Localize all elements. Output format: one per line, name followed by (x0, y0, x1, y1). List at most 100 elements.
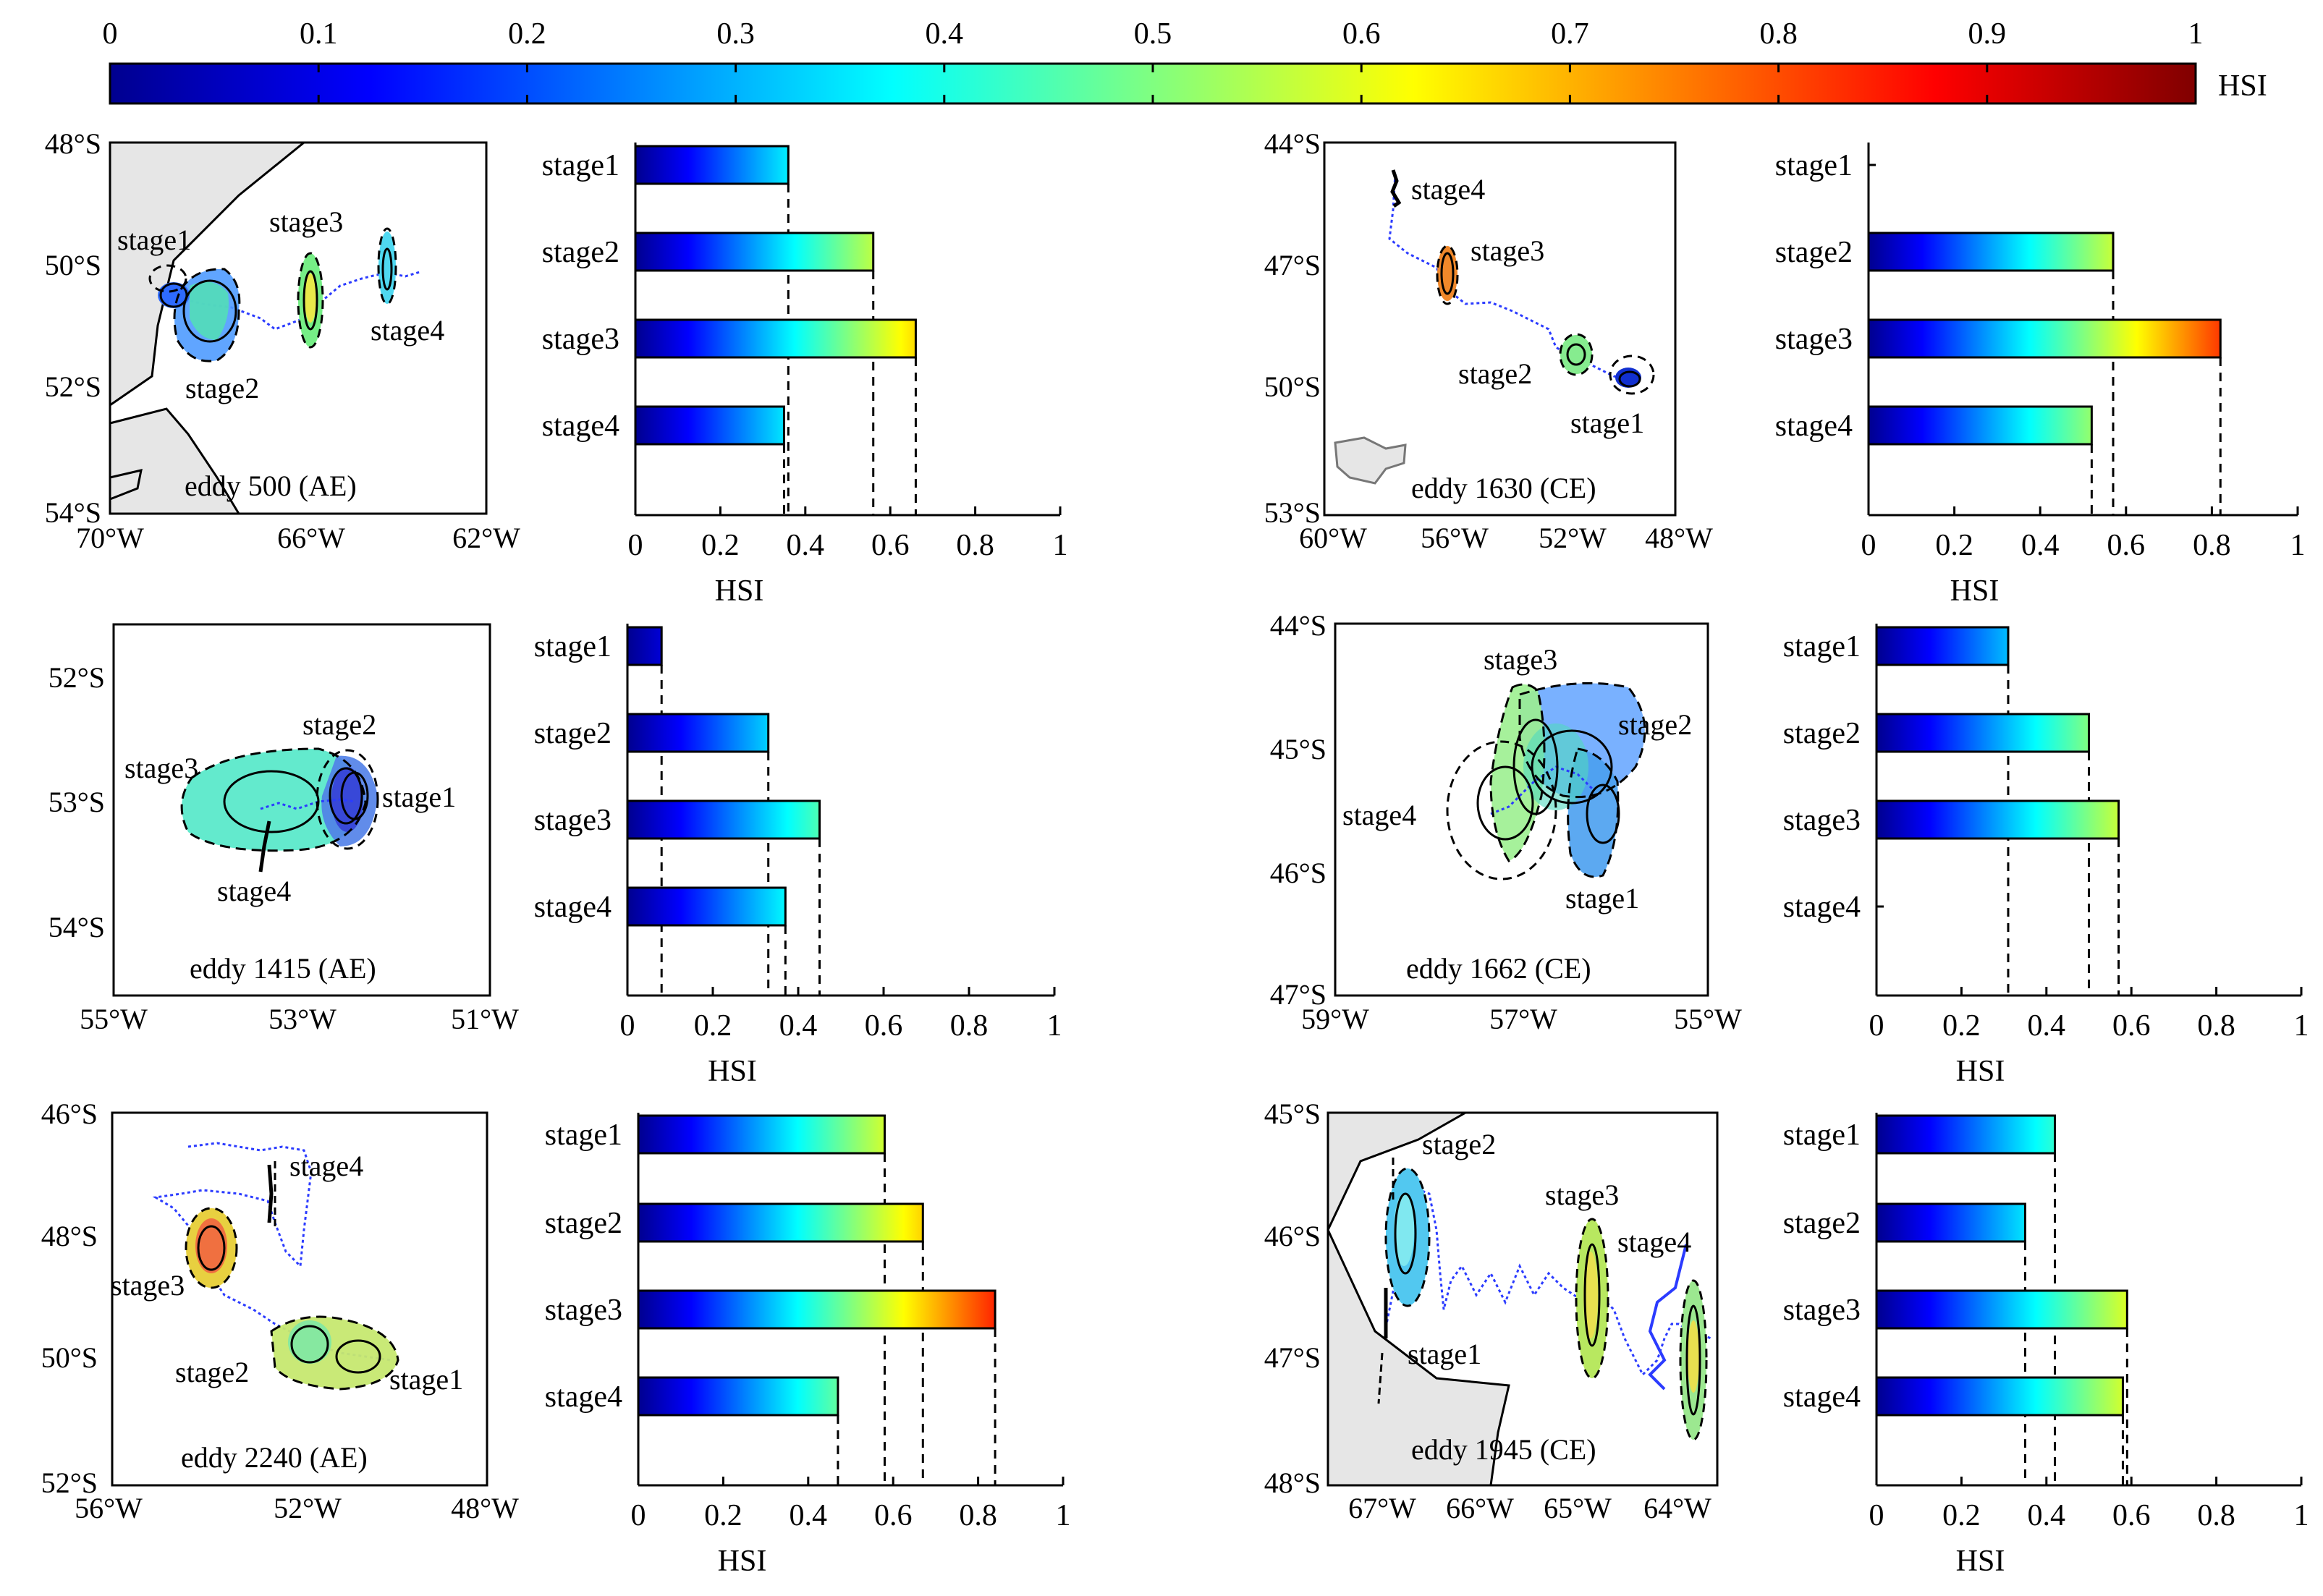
map-xtick-label: 52°W (274, 1492, 342, 1524)
hsi-bar (637, 1202, 924, 1243)
map-title: eddy 1630 (CE) (1411, 472, 1596, 504)
map-xtick-label: 56°W (75, 1492, 143, 1524)
hsi-bar (626, 626, 663, 666)
bar-category-label: stage4 (542, 409, 619, 443)
colorbar-label: HSI (2218, 69, 2267, 103)
colorbar-tick-label: 0.3 (716, 17, 755, 51)
hsi-bar (634, 318, 917, 359)
map-ytick-label: 44°S (1264, 127, 1321, 160)
bar-category-label: stage3 (1783, 1294, 1861, 1327)
bar-x-tick-label: 0 (620, 1009, 635, 1043)
map-title: eddy 1945 (CE) (1411, 1433, 1596, 1466)
map-stage-label: stage1 (1408, 1338, 1481, 1370)
map-ytick-label: 50°S (45, 249, 101, 281)
map-panel-eddy-1662: stage3 stage2 stage4 stage1 eddy 1662 (C… (1270, 609, 1742, 1035)
hsi-bar (1875, 713, 2090, 753)
bar-x-tick-label: 0.4 (790, 1499, 828, 1532)
eddy-trajectory (1384, 1185, 1712, 1377)
hsi-bar-chart: 0 0.2 0.4 0.6 0.8 1 HSI stage1 stage2 stage3 stage… (1783, 624, 2309, 1088)
map-x-ticks: 67°W 66°W 65°W 64°W (1348, 1492, 1711, 1524)
map-ytick-label: 45°S (1264, 1098, 1321, 1130)
bar-x-tick-label: 1 (2294, 1009, 2309, 1043)
bar-x-tick-label: 0.8 (2197, 1499, 2235, 1532)
bar-x-tick-label: 0.6 (2112, 1499, 2151, 1532)
map-panel-eddy-1415: stage2 stage3 stage1 stage4 eddy 1415 (A… (48, 623, 519, 1035)
map-y-ticks: 44°S 45°S 46°S 47°S (1270, 609, 1326, 1011)
map-xtick-label: 59°W (1301, 1003, 1369, 1035)
bar-x-tick-label: 0.2 (701, 529, 740, 562)
bar-x-tick-label: 1 (1047, 1009, 1062, 1043)
map-xtick-label: 51°W (451, 1003, 519, 1035)
bar-x-tick-label: 0 (628, 529, 643, 562)
colorbar-tick-label: 0.6 (1342, 17, 1381, 51)
map-stage-label: stage2 (1422, 1128, 1496, 1160)
colorbar-tick-label: 0.8 (1759, 17, 1798, 51)
map-ytick-label: 53°S (48, 786, 105, 818)
bar-x-tick-label: 1 (1053, 529, 1068, 562)
bar-category-label: stage1 (1775, 149, 1853, 182)
eddy-hsi-patches (182, 749, 378, 851)
hsi-bar (637, 1376, 839, 1417)
map-stage-label: stage4 (1342, 799, 1416, 831)
map-panel-eddy-500: stage1 stage2 stage3 stage4 eddy 500 (AE… (45, 127, 520, 554)
land-region (1326, 1111, 1510, 1487)
eddy-contours (180, 747, 379, 873)
bar-x-tick-label: 0.8 (950, 1009, 989, 1043)
eddy-contours (148, 227, 397, 362)
map-stage-label: stage3 (111, 1269, 185, 1302)
bar-category-label: stage1 (542, 149, 619, 182)
map-ytick-label: 52°S (48, 661, 105, 694)
map-stage-label: stage3 (1471, 234, 1544, 267)
map-stage-label: stage3 (269, 205, 343, 238)
hsi-bar-chart: 0 0.2 0.4 0.6 0.8 1 HSI stage1 stage2 stage3 stage… (542, 143, 1068, 608)
map-ytick-label: 48°S (41, 1220, 98, 1252)
map-stage-label: stage2 (302, 708, 376, 741)
map-ytick-label: 50°S (41, 1341, 98, 1374)
bar-x-axis-label: HSI (718, 1545, 767, 1578)
colorbar-ticks: 0 0.1 0.2 0.3 0.4 0.5 0.6 0.7 0.8 0.9 1 (103, 17, 2204, 103)
bar-x-tick-label: 0.6 (874, 1499, 913, 1532)
bar-x-tick-label: 0.6 (871, 529, 910, 562)
bar-category-label: stage1 (1783, 630, 1861, 663)
bar-x-tick-label: 0.6 (865, 1009, 903, 1043)
bar-x-axis-label: HSI (708, 1055, 757, 1088)
colorbar-tick-label: 0.9 (1968, 17, 2007, 51)
map-stage-label: stage3 (1545, 1179, 1619, 1211)
map-stage-label: stage1 (382, 781, 456, 813)
bar-x-tick-label: 0.8 (956, 529, 994, 562)
map-y-ticks: 44°S 47°S 50°S 53°S (1264, 127, 1321, 529)
hsi-bar (634, 232, 875, 272)
map-panel-eddy-1945: stage2 stage3 stage4 stage1 eddy 1945 (C… (1264, 1098, 1719, 1524)
map-ytick-label: 44°S (1270, 609, 1326, 642)
hsi-bar (634, 145, 790, 185)
bar-x-tick-label: 0.4 (779, 1009, 818, 1043)
map-panel-eddy-2240: stage4 stage3 stage2 stage1 eddy 2240 (A… (41, 1098, 519, 1524)
map-x-ticks: 60°W 56°W 52°W 48°W (1299, 522, 1713, 554)
hsi-bar (1875, 626, 2010, 666)
bar-category-label: stage3 (542, 323, 619, 356)
map-y-ticks: 48°S 50°S 52°S 54°S (45, 127, 101, 529)
bar-category-label: stage3 (1775, 323, 1853, 356)
map-xtick-label: 55°W (80, 1003, 148, 1035)
map-xtick-label: 62°W (452, 522, 520, 554)
map-y-ticks: 52°S 53°S 54°S (48, 661, 105, 943)
hsi-bar (1875, 1376, 2124, 1417)
hsi-bar (1875, 1202, 2026, 1243)
colorbar-tick-label: 1 (2188, 17, 2204, 51)
map-stage-label: stage1 (389, 1363, 463, 1396)
hsi-bar (1875, 799, 2120, 840)
map-xtick-label: 65°W (1544, 1492, 1612, 1524)
colorbar-tick-label: 0.1 (300, 17, 338, 51)
bar-x-axis-label: HSI (1950, 574, 2000, 608)
map-ytick-label: 52°S (41, 1466, 98, 1499)
bar-x-tick-label: 1 (2290, 529, 2306, 562)
map-stage-label: stage1 (1565, 882, 1639, 914)
bar-x-tick-label: 0.8 (959, 1499, 997, 1532)
map-stage-label: stage2 (175, 1356, 249, 1388)
map-ytick-label: 46°S (1270, 857, 1326, 889)
map-stage-label: stage4 (1617, 1226, 1691, 1258)
bar-category-label: stage4 (1783, 1380, 1861, 1414)
bar-category-label: stage4 (534, 891, 612, 924)
bar-category-label: stage2 (542, 236, 619, 269)
